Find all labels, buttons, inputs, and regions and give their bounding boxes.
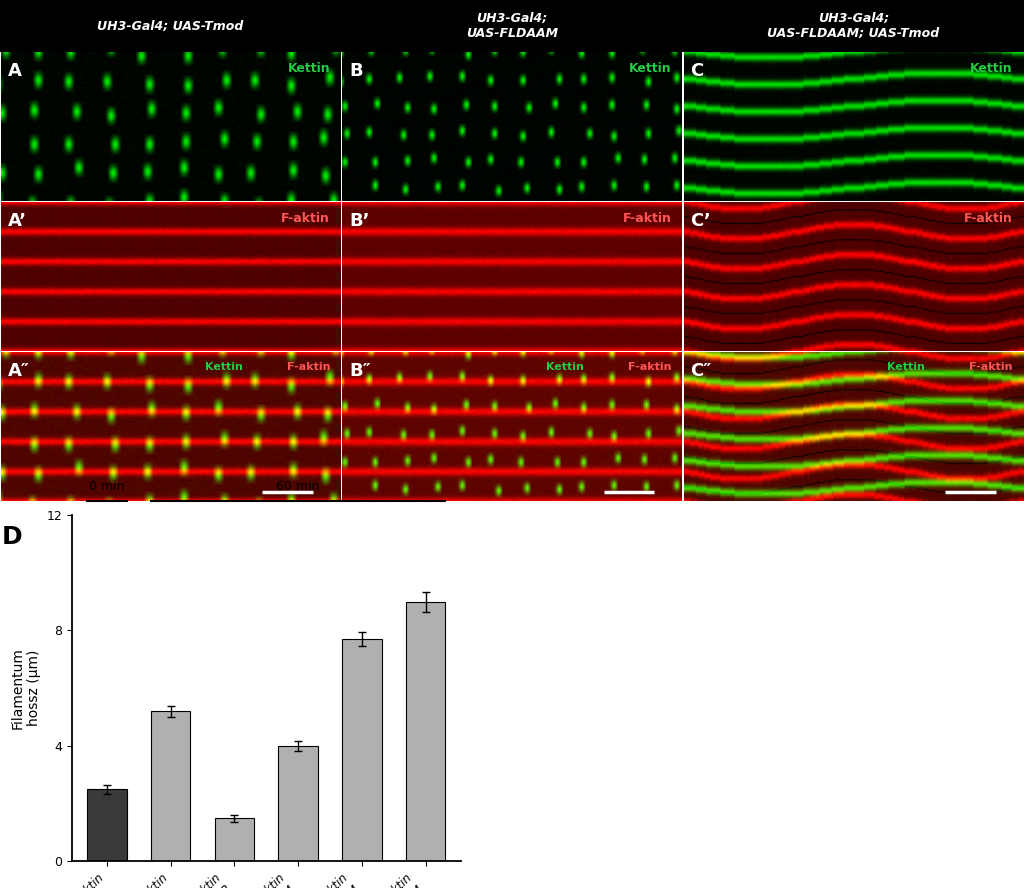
- Bar: [279, 746, 317, 861]
- Text: 0 min: 0 min: [89, 480, 125, 494]
- Text: Kettin: Kettin: [288, 62, 330, 75]
- Text: UH3-Gal4; UAS-Tmod: UH3-Gal4; UAS-Tmod: [97, 20, 244, 33]
- Text: A″: A″: [8, 362, 30, 380]
- Text: D: D: [2, 526, 23, 550]
- Text: F-aktin: F-aktin: [970, 362, 1013, 372]
- Text: F-aktin: F-aktin: [282, 212, 330, 226]
- Text: A’: A’: [8, 212, 27, 230]
- Bar: [87, 789, 127, 861]
- Bar: [342, 639, 382, 861]
- Text: C″: C″: [690, 362, 712, 380]
- Text: Kettin: Kettin: [546, 362, 584, 372]
- Text: Kettin: Kettin: [205, 362, 243, 372]
- Text: Kettin: Kettin: [887, 362, 925, 372]
- Bar: [406, 602, 445, 861]
- Bar: [151, 711, 190, 861]
- Text: F-aktin: F-aktin: [623, 212, 672, 226]
- Text: UH3-Gal4;
UAS-FLDAAM; UAS-Tmod: UH3-Gal4; UAS-FLDAAM; UAS-Tmod: [767, 12, 939, 40]
- Text: Kettin: Kettin: [629, 62, 672, 75]
- Text: F-aktin: F-aktin: [964, 212, 1013, 226]
- Text: B’: B’: [349, 212, 370, 230]
- Bar: [215, 818, 254, 861]
- Y-axis label: Filamentum
hossz (μm): Filamentum hossz (μm): [10, 647, 41, 729]
- Text: Kettin: Kettin: [970, 62, 1013, 75]
- Text: B: B: [349, 62, 362, 81]
- Text: 60 min: 60 min: [276, 480, 319, 494]
- Text: C’: C’: [690, 212, 712, 230]
- Text: F-aktin: F-aktin: [628, 362, 672, 372]
- Text: C: C: [690, 62, 703, 81]
- Text: B″: B″: [349, 362, 371, 380]
- Text: A: A: [8, 62, 22, 81]
- Text: F-aktin: F-aktin: [287, 362, 330, 372]
- Text: UH3-Gal4;
UAS-FLDAAM: UH3-Gal4; UAS-FLDAAM: [466, 12, 558, 40]
